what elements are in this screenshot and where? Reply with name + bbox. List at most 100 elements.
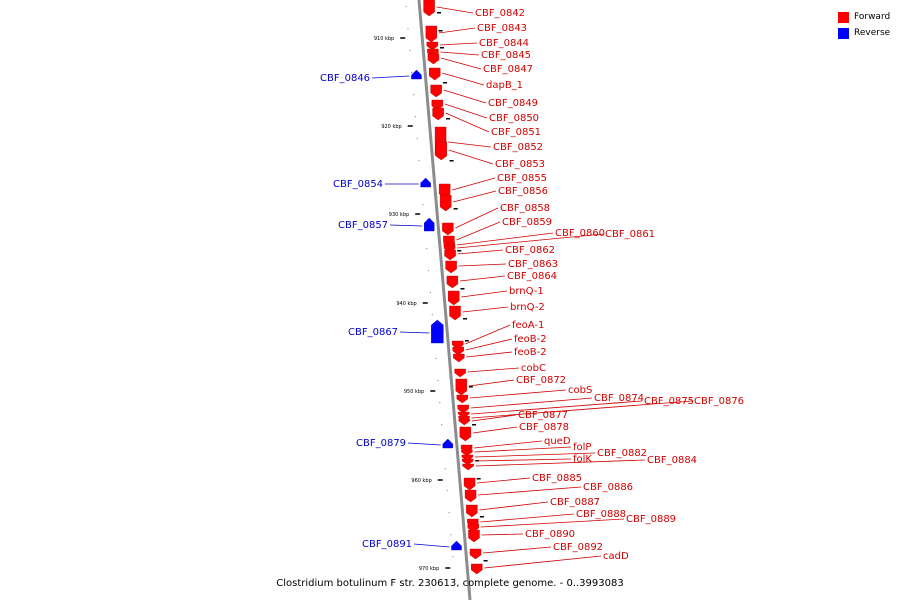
forward-gene-label[interactable]: CBF_0853: [495, 159, 545, 170]
reverse-gene-arrow[interactable]: [424, 217, 435, 232]
forward-gene-arrow[interactable]: [423, 0, 435, 17]
forward-gene-arrow[interactable]: [457, 404, 469, 414]
reverse-gene-arrow[interactable]: [431, 319, 444, 344]
forward-gene-arrow[interactable]: [456, 394, 469, 404]
forward-gene-arrow[interactable]: [454, 368, 466, 378]
reverse-gene-label[interactable]: CBF_0854: [333, 179, 383, 190]
forward-gene-arrow[interactable]: [432, 107, 444, 121]
reverse-gene-label[interactable]: CBF_0891: [362, 539, 412, 550]
forward-gene-label[interactable]: CBF_0886: [583, 482, 633, 493]
forward-gene-connector: [440, 51, 480, 56]
reverse-gene-label[interactable]: CBF_0867: [348, 327, 398, 338]
forward-gene-arrow[interactable]: [461, 449, 473, 457]
forward-gene-label[interactable]: CBF_0856: [498, 186, 548, 197]
forward-gene-arrow[interactable]: [452, 346, 464, 356]
reverse-gene-label[interactable]: CBF_0846: [320, 73, 370, 84]
forward-gene-arrow[interactable]: [464, 489, 477, 503]
forward-gene-arrow[interactable]: [426, 41, 439, 51]
forward-gene-arrow[interactable]: [461, 458, 474, 466]
forward-gene-arrow[interactable]: [442, 222, 454, 236]
forward-gene-label[interactable]: CBF_0884: [647, 455, 697, 466]
forward-gene-arrow[interactable]: [430, 84, 442, 98]
forward-gene-label[interactable]: CBF_0889: [626, 514, 676, 525]
forward-gene-arrow[interactable]: [446, 275, 459, 289]
forward-gene-arrow[interactable]: [466, 504, 478, 518]
reverse-gene-arrow[interactable]: [420, 177, 431, 188]
reverse-gene-connector: [400, 331, 430, 334]
forward-gene-connector: [462, 306, 509, 313]
forward-gene-arrow[interactable]: [469, 548, 482, 560]
forward-gene-arrow[interactable]: [449, 305, 461, 321]
forward-gene-arrow[interactable]: [463, 477, 476, 491]
forward-gene-connector: [442, 72, 485, 86]
reverse-gene-arrow[interactable]: [442, 438, 454, 449]
backbone-layer: [417, 0, 472, 600]
forward-gene-connector: [448, 149, 494, 165]
forward-gene-label[interactable]: folP: [573, 442, 591, 453]
forward-gene-label[interactable]: feoA-1: [512, 320, 544, 331]
forward-gene-label[interactable]: CBF_0885: [532, 473, 582, 484]
forward-gene-label[interactable]: CBF_0861: [605, 229, 655, 240]
reverse-gene-arrow[interactable]: [451, 540, 462, 551]
forward-gene-label[interactable]: CBF_0860: [555, 228, 605, 239]
forward-gene-label[interactable]: CBF_0850: [489, 113, 539, 124]
forward-gene-label[interactable]: CBF_0892: [553, 542, 603, 553]
forward-gene-arrow[interactable]: [462, 463, 474, 471]
forward-gene-arrow[interactable]: [468, 529, 480, 543]
forward-gene-label[interactable]: CBF_0845: [481, 50, 531, 61]
reverse-gene-label[interactable]: CBF_0879: [356, 438, 406, 449]
reverse-gene-label[interactable]: CBF_0857: [338, 220, 388, 231]
forward-gene-arrow[interactable]: [461, 454, 474, 462]
forward-gene-label[interactable]: folK: [573, 454, 592, 465]
forward-gene-label[interactable]: CBF_0849: [488, 98, 538, 109]
forward-gene-label[interactable]: cobS: [568, 385, 592, 396]
forward-gene-label[interactable]: CBF_0864: [507, 271, 557, 282]
forward-gene-label[interactable]: CBF_0855: [497, 173, 547, 184]
forward-gene-label[interactable]: CBF_0843: [477, 23, 527, 34]
forward-gene-label[interactable]: CBF_0842: [475, 8, 525, 19]
forward-gene-label[interactable]: queD: [544, 436, 571, 447]
forward-gene-arrow[interactable]: [444, 249, 456, 261]
forward-gene-arrow[interactable]: [455, 378, 468, 396]
forward-gene-arrow[interactable]: [448, 290, 460, 306]
forward-gene-label[interactable]: CBF_0887: [550, 497, 600, 508]
forward-gene-label[interactable]: CBF_0882: [597, 448, 647, 459]
forward-gene-arrow[interactable]: [459, 426, 472, 442]
forward-gene-label[interactable]: CBF_0858: [500, 203, 550, 214]
forward-gene-label[interactable]: CBF_0872: [516, 375, 566, 386]
forward-gene-arrow[interactable]: [429, 67, 441, 81]
forward-gene-arrow[interactable]: [435, 141, 447, 161]
forward-gene-label[interactable]: CBF_0847: [483, 64, 533, 75]
forward-gene-arrow[interactable]: [425, 25, 438, 43]
forward-gene-label[interactable]: feoB-2: [514, 347, 547, 358]
forward-gene-arrow[interactable]: [453, 353, 465, 363]
forward-gene-connector: [448, 141, 492, 148]
minor-tick: [405, 6, 407, 8]
forward-gene-label[interactable]: cadD: [603, 551, 629, 562]
forward-gene-label[interactable]: CBF_0876: [694, 396, 744, 407]
forward-gene-arrow[interactable]: [427, 53, 440, 65]
forward-gene-label[interactable]: brnQ-1: [509, 286, 544, 297]
forward-gene-label[interactable]: CBF_0877: [518, 410, 568, 421]
forward-gene-label[interactable]: brnQ-2: [510, 302, 545, 313]
forward-gene-label[interactable]: CBF_0862: [505, 245, 555, 256]
forward-gene-label[interactable]: CBF_0863: [508, 259, 558, 270]
forward-gene-label[interactable]: CBF_0878: [519, 422, 569, 433]
forward-gene-label[interactable]: CBF_0851: [491, 127, 541, 138]
forward-gene-label[interactable]: cobC: [521, 363, 546, 374]
forward-gene-label[interactable]: CBF_0852: [493, 142, 543, 153]
reverse-gene-arrow[interactable]: [411, 69, 422, 80]
forward-gene-arrow[interactable]: [458, 418, 470, 426]
forward-gene-arrow[interactable]: [471, 563, 483, 575]
forward-gene-arrow[interactable]: [439, 194, 452, 212]
forward-gene-label[interactable]: CBF_0844: [479, 38, 529, 49]
forward-gene-label[interactable]: dapB_1: [486, 80, 523, 91]
forward-gene-label[interactable]: CBF_0859: [502, 217, 552, 228]
forward-gene-label[interactable]: CBF_0890: [525, 529, 575, 540]
forward-gene-arrow[interactable]: [445, 260, 457, 274]
forward-gene-label[interactable]: CBF_0875: [644, 396, 694, 407]
forward-gene-label[interactable]: feoB-2: [514, 334, 547, 345]
forward-gene-label[interactable]: CBF_0888: [576, 509, 626, 520]
forward-gene-label[interactable]: CBF_0874: [594, 393, 644, 404]
